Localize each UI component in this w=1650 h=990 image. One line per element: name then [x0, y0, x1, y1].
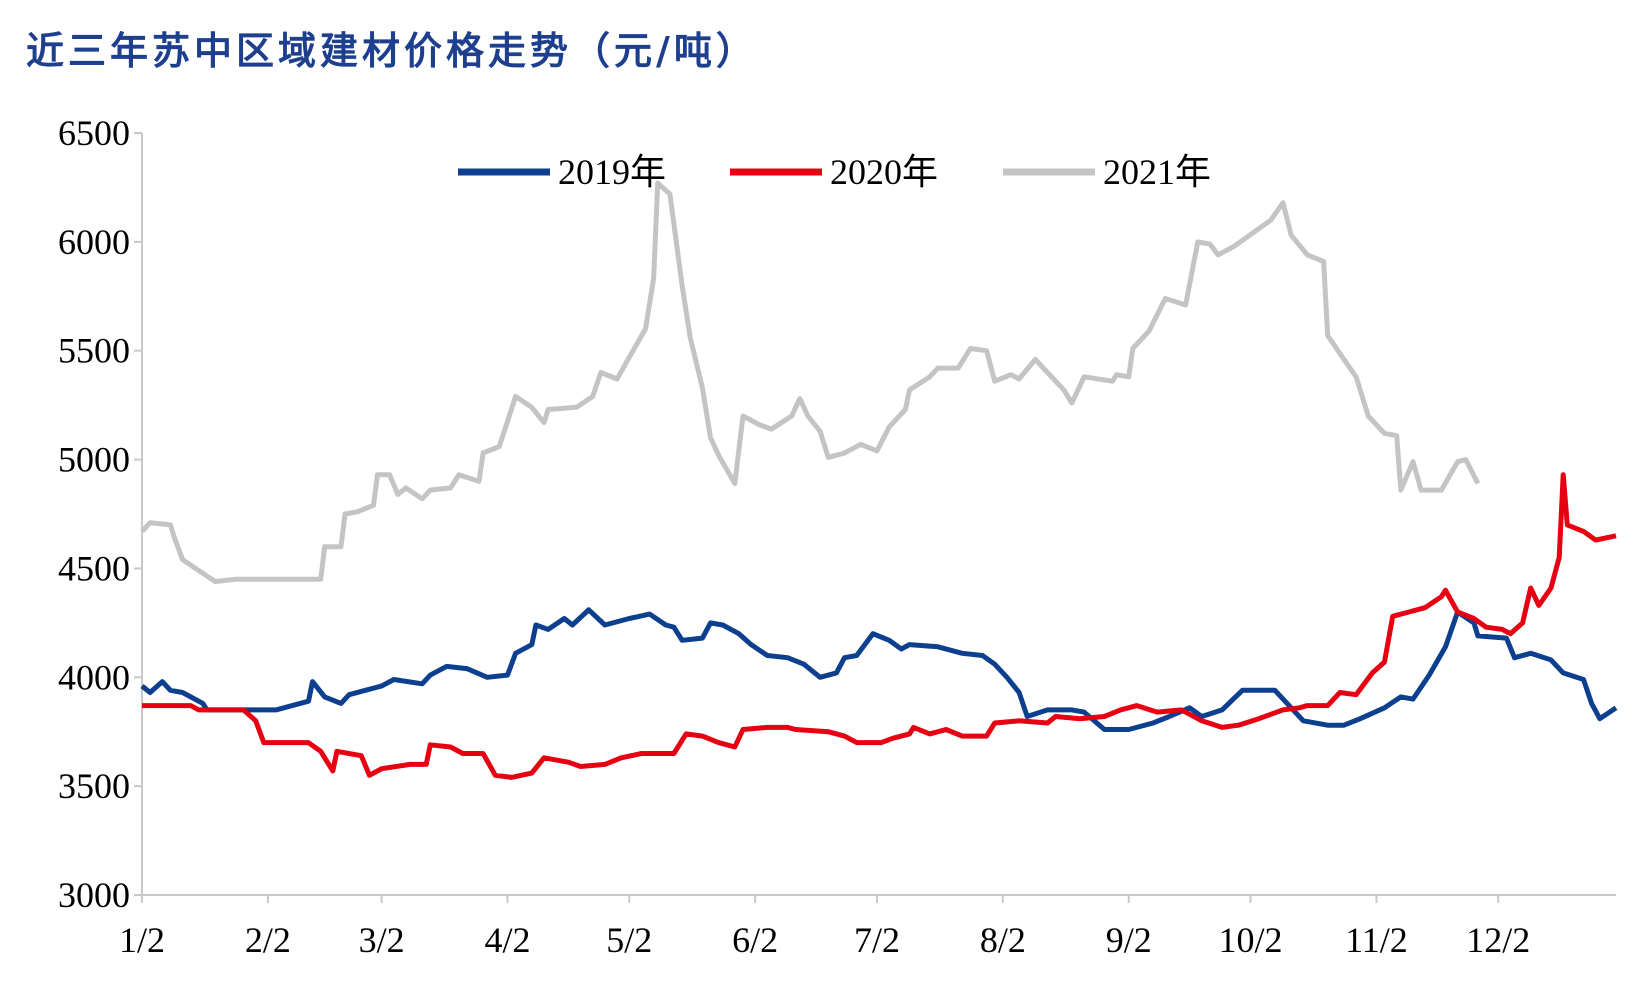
y-tick-label: 3000: [58, 875, 130, 915]
x-tick-label: 2/2: [245, 920, 291, 960]
y-tick-label: 6000: [58, 222, 130, 262]
series-line-2020: [142, 472, 1617, 780]
legend: 2019年 2020年 2021年: [458, 152, 1211, 192]
legend-item: 2021年: [1003, 152, 1211, 192]
axes: 3000 3500 4000 4500 5000 5500 6000 6500 1/2 2/2 3/…: [58, 113, 1616, 960]
y-tick-label: 5500: [58, 331, 130, 371]
x-tick-label: 11/2: [1345, 920, 1408, 960]
x-tick-label: 3/2: [359, 920, 405, 960]
x-tick-label: 10/2: [1219, 920, 1283, 960]
x-tick-label: 9/2: [1106, 920, 1152, 960]
x-tick-label: 1/2: [119, 920, 165, 960]
legend-item: 2019年: [458, 152, 666, 192]
legend-label: 2021年: [1103, 152, 1211, 192]
y-tick-label: 4000: [58, 657, 130, 697]
legend-label: 2019年: [558, 152, 666, 192]
series-group: [140, 180, 1618, 780]
x-tick-label: 8/2: [980, 920, 1026, 960]
y-tick-label: 5000: [58, 440, 130, 480]
y-tick-label: 3500: [58, 766, 130, 806]
series-line-2021: [140, 180, 1481, 584]
y-tick-label: 6500: [58, 113, 130, 153]
x-tick-label: 7/2: [854, 920, 900, 960]
x-tick-label: 6/2: [732, 920, 778, 960]
chart-title: 近三年苏中区域建材价格走势（元/吨）: [26, 28, 758, 73]
x-tick-label: 12/2: [1466, 920, 1530, 960]
series-line-2019: [140, 607, 1618, 732]
y-tick-label: 4500: [58, 548, 130, 588]
legend-label: 2020年: [830, 152, 938, 192]
legend-item: 2020年: [730, 152, 938, 192]
x-tick-label: 5/2: [606, 920, 652, 960]
x-tick-label: 4/2: [484, 920, 530, 960]
